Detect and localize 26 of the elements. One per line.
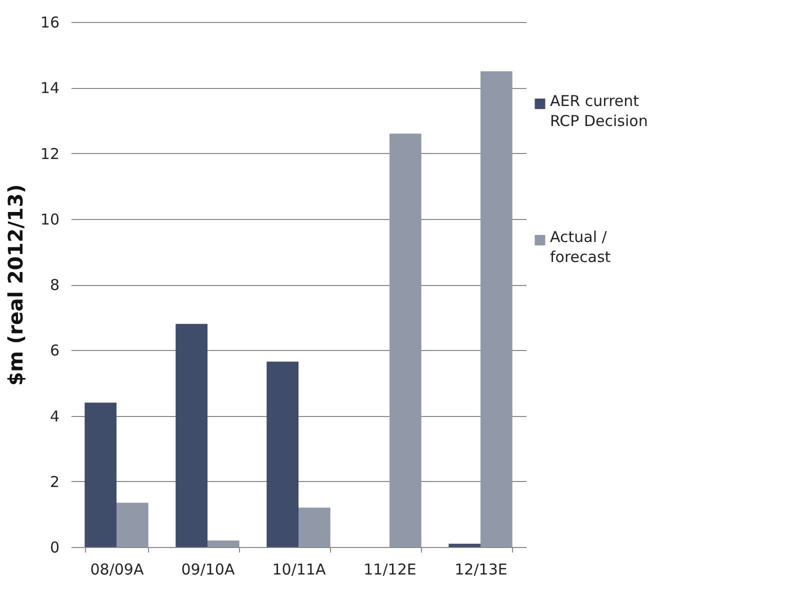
- bar: [208, 540, 240, 547]
- y-axis-title: $m (real 2012/13): [3, 184, 28, 386]
- y-tick-label: 0: [50, 538, 60, 556]
- y-tick-label: 10: [40, 210, 60, 228]
- bar: [266, 362, 298, 547]
- bar: [298, 508, 330, 547]
- y-tick-label: 6: [50, 342, 60, 360]
- bar: [480, 71, 512, 547]
- bar: [116, 502, 148, 547]
- bar: [390, 134, 422, 547]
- x-tick-label: 08/09A: [90, 560, 144, 578]
- x-tick-label: 12/13E: [454, 560, 508, 578]
- bar: [448, 544, 480, 547]
- legend-label: AER current RCP Decision: [550, 92, 648, 130]
- legend-label: Actual / forecast: [550, 228, 611, 266]
- y-tick-label: 12: [40, 144, 60, 163]
- x-tick-label: 11/12E: [364, 560, 416, 578]
- bar: [176, 324, 208, 547]
- y-tick-label: 4: [50, 407, 60, 426]
- y-tick-label: 16: [40, 14, 60, 32]
- x-tick-label: 09/10A: [181, 560, 236, 578]
- x-tick-label: 10/11A: [272, 560, 326, 578]
- y-tick-label: 2: [50, 472, 60, 491]
- bar: [84, 402, 116, 547]
- y-tick-label: 8: [50, 276, 60, 294]
- y-tick-label: 14: [40, 79, 60, 98]
